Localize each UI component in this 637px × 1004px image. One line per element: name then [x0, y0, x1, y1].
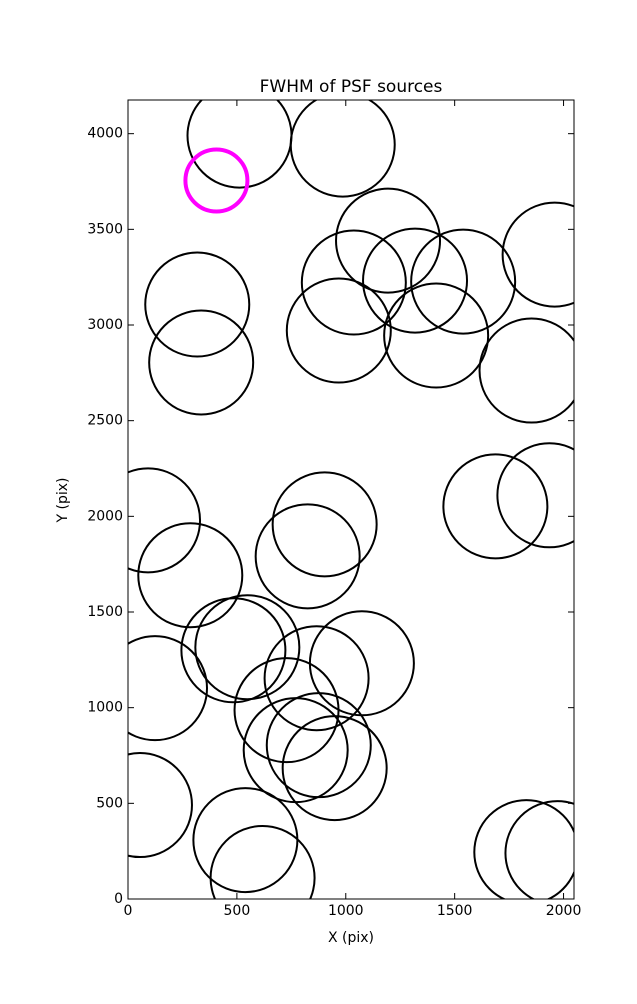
- source-circle: [410, 228, 517, 335]
- y-axis-label: Y (pix): [55, 478, 71, 524]
- source-circle: [442, 453, 549, 560]
- x-axis-label: X (pix): [328, 930, 374, 946]
- source-circle: [128, 635, 208, 742]
- plot-frame: [127, 99, 575, 900]
- source-circle: [383, 282, 490, 389]
- source-circle: [192, 787, 299, 894]
- source-circle: [209, 824, 316, 899]
- source-circle: [180, 597, 287, 704]
- source-circle: [183, 147, 250, 214]
- source-circle: [233, 657, 340, 764]
- source-circle: [263, 625, 370, 732]
- source-circle: [285, 277, 392, 384]
- x-tick-label: 1000: [328, 903, 364, 919]
- y-tick-label: 0: [114, 891, 123, 907]
- y-tick-label: 2000: [87, 508, 123, 524]
- source-circle: [242, 697, 349, 804]
- y-tick-label: 1000: [87, 700, 123, 716]
- y-tick-label: 500: [96, 795, 123, 811]
- source-circle: [478, 317, 574, 424]
- source-circle: [335, 187, 442, 294]
- source-circle: [137, 522, 244, 629]
- source-circle: [194, 594, 301, 701]
- plot-area: [128, 100, 574, 899]
- x-tick-label: 2000: [546, 903, 582, 919]
- source-circle: [362, 227, 469, 334]
- source-circle: [265, 692, 372, 799]
- x-tick-label: 500: [224, 903, 251, 919]
- source-circle: [504, 800, 574, 899]
- source-circle: [144, 251, 251, 358]
- x-tick-label: 0: [124, 903, 133, 919]
- y-tick-label: 1500: [87, 604, 123, 620]
- source-circle: [271, 471, 378, 578]
- x-tick-label: 1500: [437, 903, 473, 919]
- source-circle: [473, 799, 574, 899]
- source-circle: [496, 442, 574, 549]
- source-circle: [281, 715, 388, 822]
- source-circle: [148, 309, 255, 416]
- source-circle: [128, 752, 193, 859]
- y-tick-label: 3000: [87, 317, 123, 333]
- y-tick-label: 2500: [87, 413, 123, 429]
- source-circle: [289, 100, 396, 198]
- y-tick-label: 3500: [87, 221, 123, 237]
- source-circle: [254, 503, 361, 610]
- source-circle: [300, 229, 407, 336]
- chart-title: FWHM of PSF sources: [260, 77, 443, 97]
- y-tick-label: 4000: [87, 126, 123, 142]
- source-circle: [501, 201, 574, 308]
- source-circle: [186, 100, 293, 189]
- source-circle: [128, 467, 202, 574]
